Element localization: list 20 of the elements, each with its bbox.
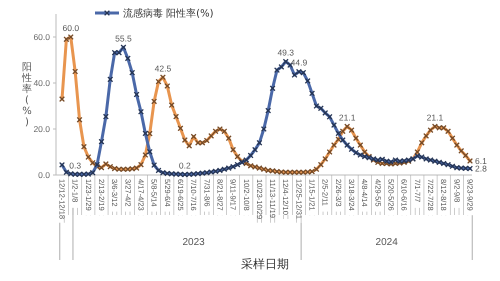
data-label: 44.9 [290,58,308,68]
x-axis-title: 采样日期 [241,257,289,271]
data-label: 0.3 [69,160,82,170]
y-tick-label: 20.0 [33,124,50,134]
y-tick-label: 40.0 [33,78,50,88]
data-label: 21.1 [426,112,444,122]
text: 2023 [182,237,206,248]
y-tick-label: 0.0 [38,170,50,180]
y-axis-title: 阳性率(%) [21,62,32,128]
y-tick-label: 60.0 [33,32,50,42]
data-label: 55.5 [115,33,132,44]
legend-label: 流感病毒 阳性率(%) [123,8,214,20]
text: 2024 [376,237,398,248]
data-label: 21.1 [338,112,356,122]
data-label: 0.2 [178,160,192,171]
data-label: 6.1 [475,156,488,166]
data-label: 42.5 [154,63,172,74]
data-label: 60.0 [62,23,80,33]
data-label: 49.3 [277,48,294,58]
data-label: 2.8 [475,164,488,174]
